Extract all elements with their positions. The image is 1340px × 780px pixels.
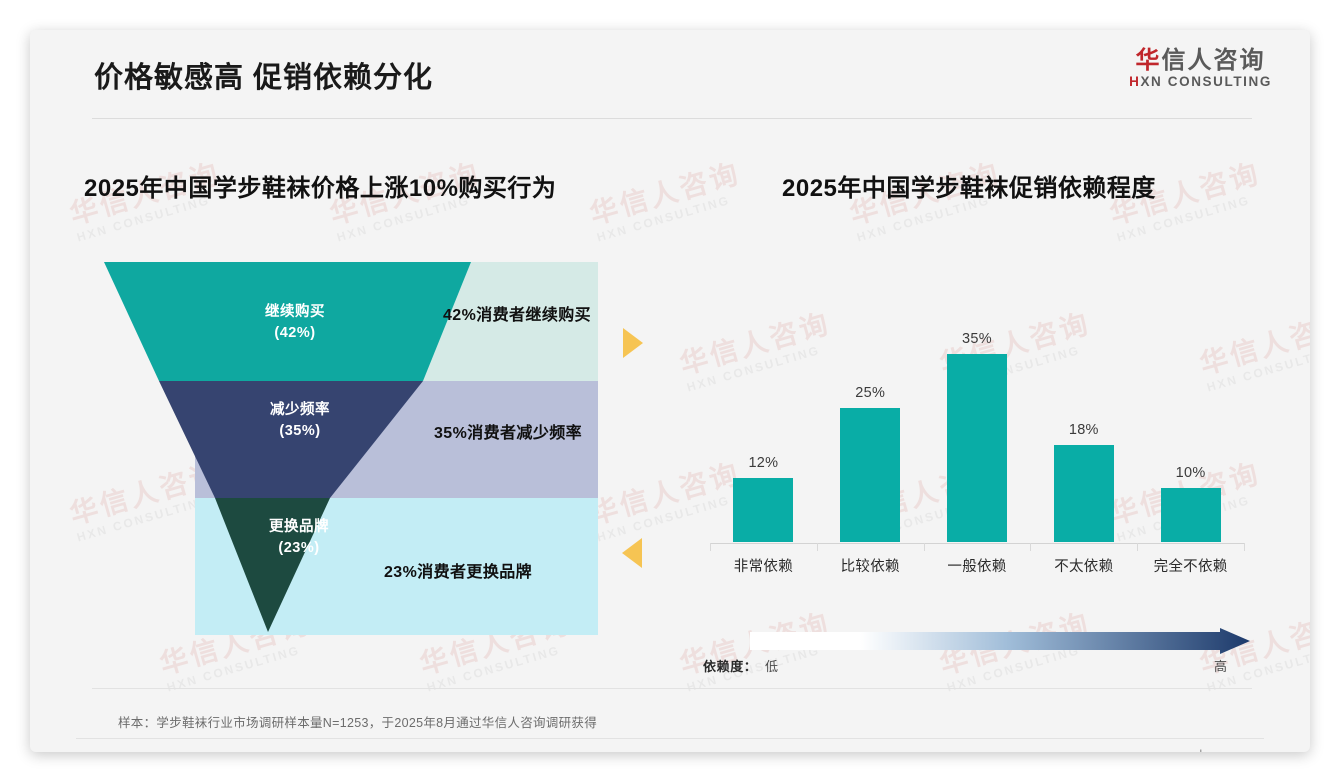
bar-rect[interactable]	[840, 407, 901, 542]
footer-copyright: ©2025.10 HXR华信人咨询	[76, 748, 223, 752]
brand-logo: 华信人咨询 HXN CONSULTING	[1129, 48, 1272, 90]
funnel-stage-name-1: 继续购买	[265, 304, 325, 320]
funnel-side-text-3: 23%消费者更换品牌	[384, 564, 533, 581]
funnel-shape	[104, 262, 471, 632]
bar-column: 10%	[1137, 290, 1244, 542]
axis-tick	[1137, 543, 1139, 551]
funnel-stage-label-3: 更换品牌 (23%)	[219, 517, 379, 559]
funnel-stage-pct-3: (23%)	[278, 540, 320, 557]
funnel-stage-name-2: 减少频率	[270, 402, 330, 418]
category-label: 非常依赖	[733, 559, 793, 575]
legend-high-label: 高	[1214, 659, 1228, 674]
funnel-stage-pct-2: (35%)	[279, 423, 321, 440]
bar-rect[interactable]	[946, 353, 1007, 542]
category-label: 完全不依赖	[1153, 559, 1228, 575]
funnel-stage-name-3: 更换品牌	[269, 519, 329, 535]
funnel-stage-label-2: 减少频率 (35%)	[220, 400, 380, 442]
category-label-group: 非常依赖 比较依赖 一般依赖 不太依赖 完全不依赖	[710, 555, 1244, 576]
funnel-chart: 继续购买 (42%) 减少频率 (35%) 更换品牌 (23%) 42%消费者继…	[30, 30, 670, 752]
axis-tick	[923, 543, 925, 551]
bar-column: 12%	[710, 290, 817, 542]
axis-tick	[1030, 543, 1032, 551]
slide-header: 价格敏感高 促销依赖分化 华信人咨询 HXN CONSULTING	[30, 30, 1310, 118]
bar-column: 25%	[817, 290, 924, 542]
bar-value-label: 18%	[1068, 422, 1099, 439]
legend-low-label: 低	[765, 659, 779, 674]
bar-group: 12% 25% 35% 18% 10%	[710, 290, 1244, 542]
triangle-left-icon	[622, 538, 642, 568]
left-panel-title: 2025年中国学步鞋袜价格上涨10%购买行为	[84, 175, 557, 202]
funnel-stage-pct-1: (42%)	[274, 325, 316, 342]
bar-column: 18%	[1030, 290, 1137, 542]
dependency-bar-chart: 12% 25% 35% 18% 10% 非常依赖 比较依赖 一般依赖 不太依赖 完全不依赖	[685, 260, 1265, 590]
bar-rect[interactable]	[1160, 488, 1221, 542]
bar-value-label: 35%	[962, 330, 992, 347]
footer-website[interactable]: www.hxrcon.com	[1170, 748, 1264, 752]
triangle-right-icon	[623, 328, 643, 358]
logo-en-gray: XN CONSULTING	[1140, 74, 1272, 90]
logo-cn-gray: 信人咨询	[1161, 47, 1266, 74]
bar-rect[interactable]	[733, 477, 794, 542]
axis-tick	[1244, 543, 1245, 551]
funnel-stage-label-1: 继续购买 (42%)	[215, 302, 375, 344]
logo-cn-red: 华	[1135, 47, 1162, 74]
bar-value-label: 12%	[748, 454, 779, 471]
funnel-side-text-2: 35%消费者减少频率	[434, 425, 583, 442]
bar-rect[interactable]	[1053, 445, 1114, 542]
bar-value-label: 25%	[855, 384, 886, 401]
funnel-side-text-1: 42%消费者继续购买	[443, 307, 592, 324]
slide-canvas: 华信人咨询 HXN CONSULTING 华信人咨询 HXN CONSULTING 华信…	[30, 30, 1310, 752]
dependency-gradient-legend: 依赖度： 低 高	[685, 618, 1265, 688]
footnote-divider	[92, 688, 1252, 689]
page-title: 价格敏感高 促销依赖分化	[94, 62, 434, 94]
category-label: 不太依赖	[1054, 559, 1114, 575]
logo-en-red: H	[1129, 74, 1141, 90]
category-label: 一般依赖	[947, 559, 1007, 575]
sample-footnote: 样本：学步鞋袜行业市场调研样本量N=1253，于2025年8月通过华信人咨询调研…	[118, 716, 597, 730]
logo-english-text: HXN CONSULTING	[1129, 74, 1272, 90]
legend-title: 依赖度：	[703, 659, 758, 674]
gradient-arrow-icon	[750, 628, 1250, 654]
logo-chinese-text: 华信人咨询	[1129, 48, 1272, 73]
bar-value-label: 10%	[1175, 465, 1206, 482]
bar-column: 35%	[924, 290, 1031, 542]
axis-tick	[816, 543, 818, 551]
axis-tick	[710, 543, 711, 551]
header-divider	[92, 118, 1252, 119]
category-label: 比较依赖	[840, 559, 900, 575]
footer-divider	[76, 738, 1264, 739]
chart-axis-line	[710, 543, 1244, 544]
right-panel-title: 2025年中国学步鞋袜促销依赖程度	[782, 175, 1156, 202]
